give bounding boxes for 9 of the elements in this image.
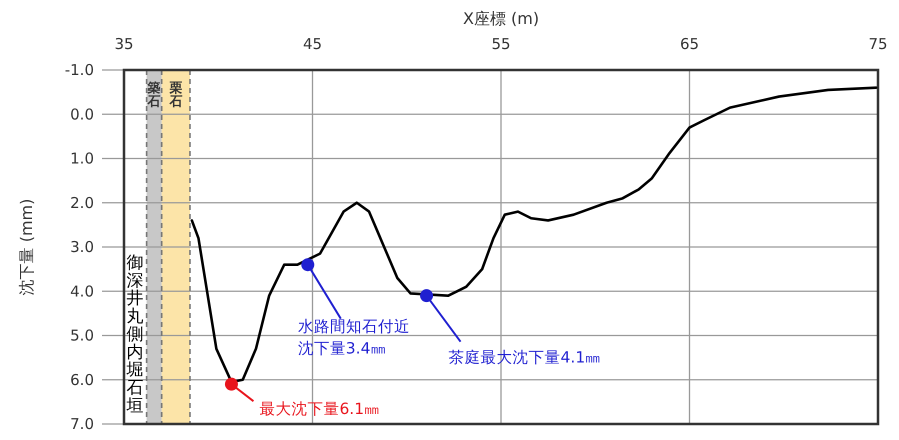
annotation: 最大沈下量6.1㎜ xyxy=(259,400,380,418)
annotation: 最大沈下量6.1㎜ xyxy=(230,383,380,418)
annotation: 御深井丸側内堀石垣 xyxy=(126,253,144,416)
annotation: 水路間知石付近沈下量3.4㎜ xyxy=(298,318,410,358)
xlabel: X座標 (m) xyxy=(462,9,540,28)
annotation: 茶庭最大沈下量4.1㎜ xyxy=(448,348,602,367)
annotation: 茶庭最大沈下量4.1㎜ xyxy=(426,295,602,367)
annotation: 水路間知石付近沈下量3.4㎜ xyxy=(298,264,410,358)
ylabel: 沈下量 (mm) xyxy=(17,198,36,296)
